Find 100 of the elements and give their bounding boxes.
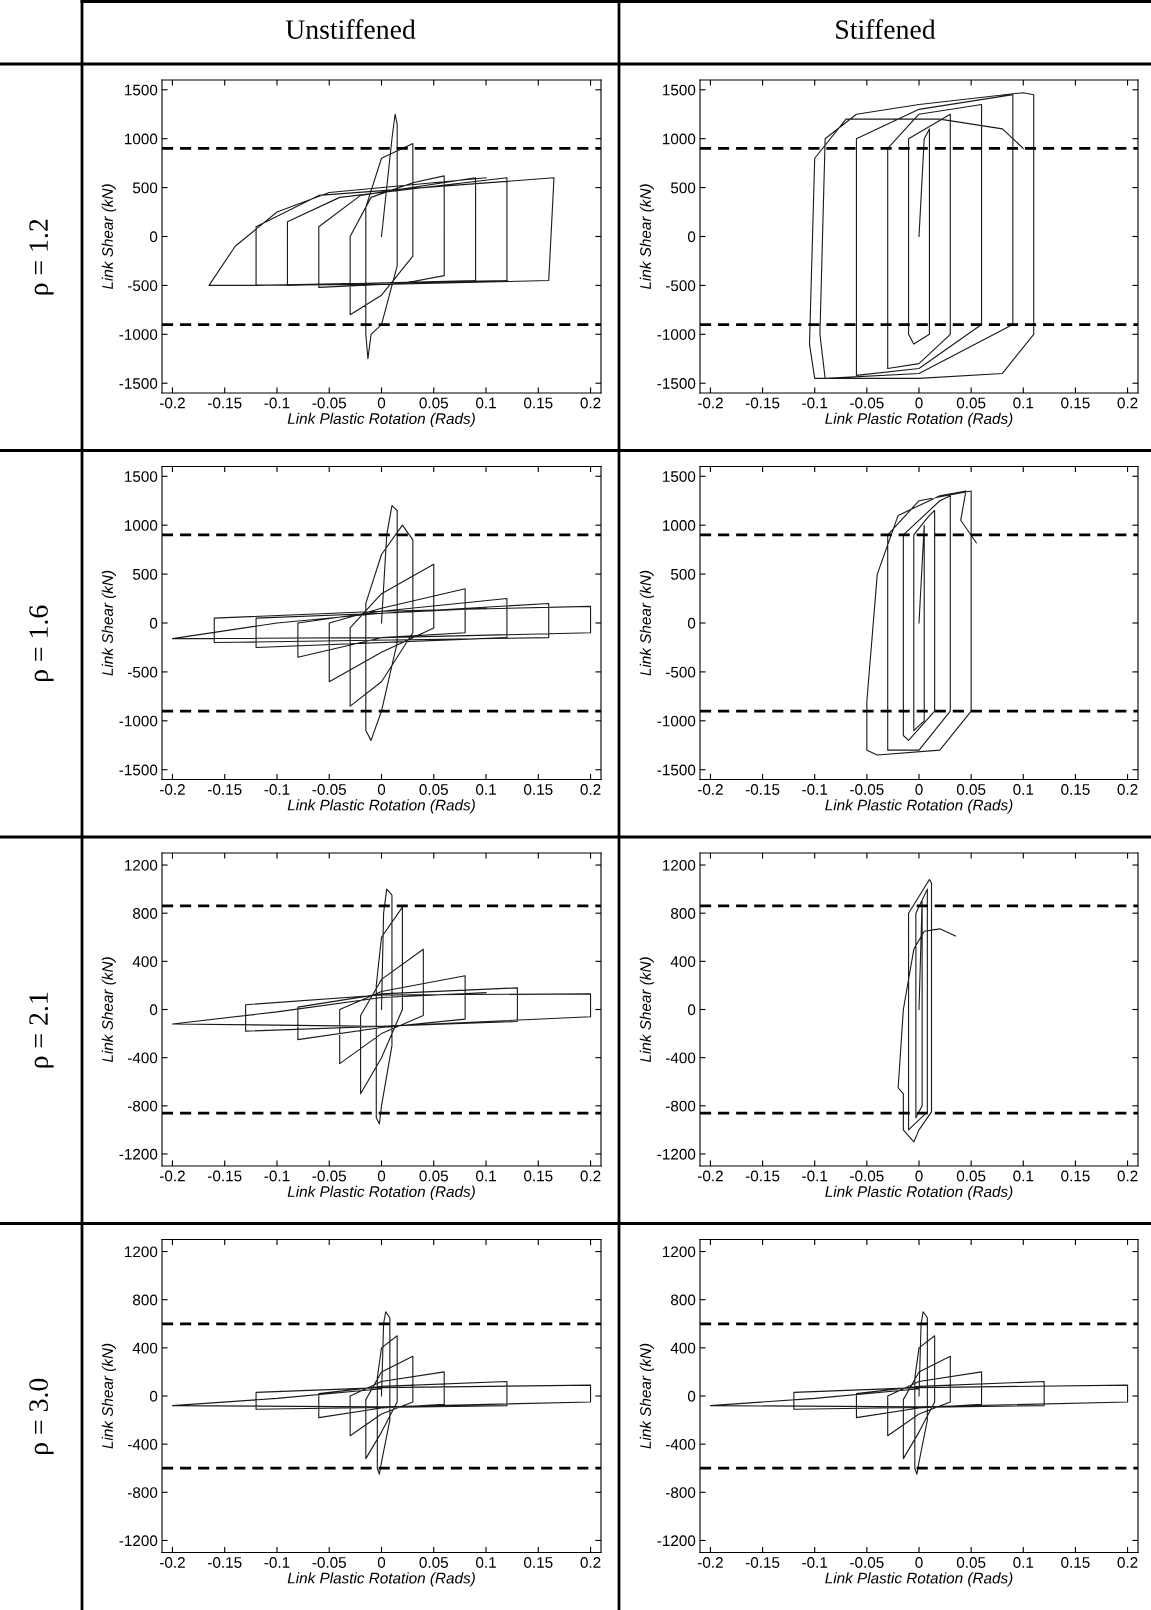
x-tick-label: -0.05: [312, 784, 347, 795]
y-tick-label: 1500: [663, 471, 696, 482]
y-axis-title: Link Shear (kN): [101, 184, 116, 290]
x-tick-label: -0.05: [312, 397, 347, 409]
x-tick-label: 0.1: [476, 1170, 496, 1182]
x-tick-label: 0.1: [476, 784, 496, 795]
y-tick-label: -400: [665, 1052, 696, 1064]
x-tick-label: -0.1: [802, 784, 828, 795]
x-tick-label: 0: [377, 784, 386, 795]
line-series: [709, 1311, 1129, 1475]
y-tick-label: 800: [671, 908, 696, 919]
y-tick-label: 0: [149, 231, 158, 243]
x-tick-label: -0.2: [159, 784, 185, 795]
x-tick-label: 0.15: [1061, 1557, 1090, 1568]
x-tick-label: 0.2: [580, 784, 601, 795]
x-tick-label: 0: [915, 1170, 923, 1182]
x-tick-label: 0.05: [956, 397, 986, 409]
y-tick-label: -800: [127, 1487, 158, 1498]
y-axis-title: Link Shear (kN): [639, 1343, 654, 1449]
x-tick-label: -0.05: [312, 1170, 347, 1182]
x-tick-label: -0.2: [697, 397, 723, 409]
y-tick-label: -800: [665, 1487, 696, 1498]
x-tick-label: 0.1: [1013, 1170, 1034, 1182]
line-series: [171, 505, 592, 741]
x-tick-label: -0.15: [745, 1557, 780, 1568]
x-tick-label: 0: [377, 1170, 386, 1182]
x-tick-label: 0.1: [476, 1557, 496, 1568]
y-tick-label: 1200: [125, 859, 158, 871]
x-tick-label: -0.1: [802, 1170, 828, 1182]
x-tick-label: -0.1: [802, 1557, 828, 1568]
x-tick-label: 0.2: [1117, 784, 1138, 795]
x-tick-label: 0.2: [1117, 1170, 1138, 1182]
x-axis-title: Link Plastic Rotation (Rads): [287, 799, 475, 814]
y-tick-label: 0: [687, 1390, 696, 1402]
x-tick-label: 0.1: [1013, 397, 1034, 409]
x-tick-label: -0.1: [802, 397, 828, 409]
y-tick-label: -1500: [119, 764, 158, 776]
y-tick-label: 1500: [663, 84, 696, 96]
x-tick-label: 0.15: [1061, 397, 1090, 409]
x-tick-label: 0.15: [1061, 784, 1090, 795]
y-tick-label: 1000: [125, 133, 158, 145]
text: ρ = 3.0: [29, 1378, 54, 1455]
x-tick-label: -0.15: [745, 397, 780, 409]
y-tick-label: -800: [665, 1100, 696, 1112]
y-tick-label: -400: [127, 1439, 158, 1450]
x-tick-label: -0.2: [159, 1557, 185, 1568]
x-tick-label: -0.05: [850, 397, 884, 409]
y-tick-label: 0: [149, 617, 158, 629]
x-tick-label: 0.2: [1117, 1557, 1138, 1568]
x-tick-label: 0.1: [476, 397, 496, 409]
x-tick-label: -0.15: [745, 1170, 780, 1182]
line-series: [208, 113, 555, 360]
x-tick-label: -0.1: [264, 397, 290, 409]
y-tick-label: 1000: [125, 520, 158, 531]
line-series: [897, 878, 957, 1143]
text: ρ = 1.6: [29, 605, 54, 682]
x-tick-label: 0.15: [524, 1557, 553, 1568]
x-tick-label: 0.1: [1013, 784, 1034, 795]
x-tick-label: 0.15: [524, 784, 553, 795]
x-axis-title: Link Plastic Rotation (Rads): [287, 412, 475, 428]
line-series: [171, 888, 592, 1125]
x-tick-label: -0.05: [850, 1170, 884, 1182]
x-axis-title: Link Plastic Rotation (Rads): [825, 412, 1013, 428]
y-tick-label: 0: [687, 231, 696, 243]
y-tick-label: 400: [670, 956, 696, 968]
y-tick-label: 800: [133, 908, 158, 919]
x-tick-label: -0.1: [264, 784, 290, 795]
x-tick-label: 0.05: [956, 784, 986, 795]
y-tick-label: -1000: [119, 715, 158, 727]
y-tick-label: 400: [670, 1342, 696, 1354]
y-tick-label: 1500: [125, 84, 158, 96]
x-axis-title: Link Plastic Rotation (Rads): [825, 799, 1013, 814]
text: ρ = 1.2: [29, 219, 54, 295]
x-tick-label: 0: [915, 784, 923, 795]
y-tick-label: -500: [665, 666, 696, 678]
y-axis-title: Link Shear (kN): [101, 1343, 116, 1449]
y-tick-label: -500: [665, 280, 696, 292]
y-tick-label: -1500: [119, 378, 158, 389]
x-tick-label: -0.2: [159, 1170, 185, 1182]
x-tick-label: 0.2: [1117, 397, 1138, 409]
x-axis-title: Link Plastic Rotation (Rads): [825, 1185, 1013, 1201]
y-tick-label: 1200: [663, 859, 696, 871]
y-tick-label: 800: [133, 1294, 158, 1306]
y-tick-label: -1500: [657, 378, 696, 389]
x-tick-label: 0: [915, 1557, 923, 1568]
y-tick-label: -400: [665, 1439, 696, 1450]
y-axis-title: Link Shear (kN): [639, 184, 654, 290]
x-tick-label: -0.1: [264, 1557, 290, 1568]
chart-title: Unstiffened: [285, 19, 416, 39]
y-tick-label: -1200: [657, 1535, 696, 1547]
y-axis-title: Link Shear (kN): [101, 570, 116, 676]
x-tick-label: 0.05: [956, 1557, 986, 1568]
y-tick-label: -1500: [657, 764, 696, 776]
x-tick-label: 0.1: [1013, 1557, 1034, 1568]
x-tick-label: -0.15: [745, 784, 780, 795]
x-tick-label: -0.2: [159, 397, 185, 409]
x-tick-label: -0.2: [697, 1170, 723, 1182]
x-tick-label: -0.05: [850, 1557, 884, 1568]
y-tick-label: -500: [127, 666, 158, 678]
x-tick-label: 0: [915, 397, 923, 409]
